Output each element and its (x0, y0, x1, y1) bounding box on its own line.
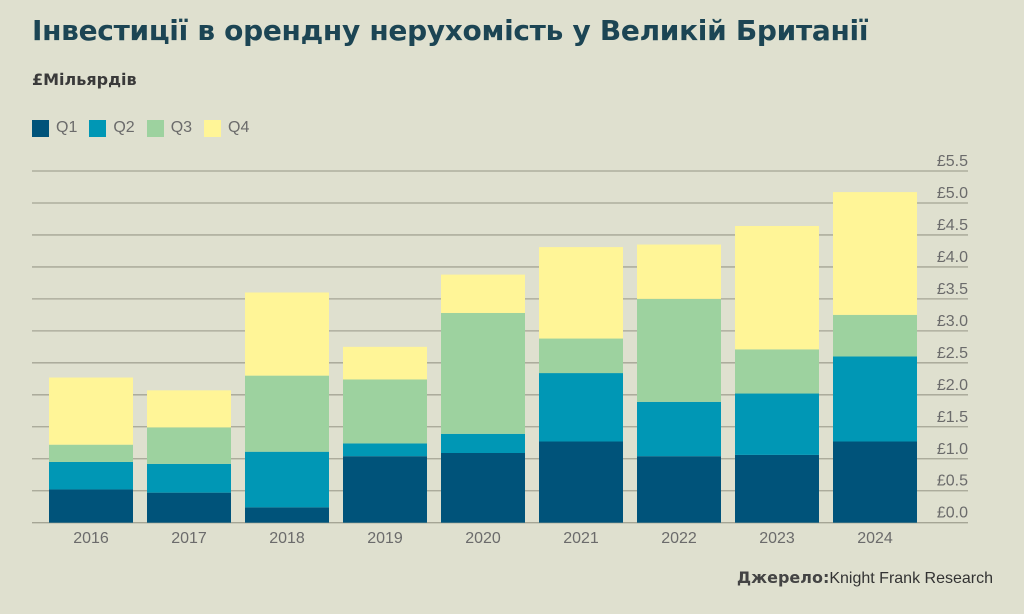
y-tick-label: £3.0 (937, 313, 968, 330)
bar-2022-q3 (637, 298, 721, 402)
x-tick-label: 2018 (269, 530, 305, 547)
x-tick-label: 2019 (367, 530, 403, 547)
bar-2018-q3 (245, 375, 329, 452)
x-tick-label: 2016 (73, 530, 109, 547)
y-tick-label: £5.0 (937, 185, 968, 202)
bar-2022-q1 (637, 456, 721, 523)
bar-2016-q2 (49, 461, 133, 490)
y-tick-label: £0.0 (937, 505, 968, 522)
bar-2024-q4 (833, 192, 917, 315)
bar-2016-q3 (49, 444, 133, 462)
y-tick-label: £0.5 (937, 473, 968, 490)
source-label: Джерело: (736, 568, 830, 587)
bar-2022-q4 (637, 244, 721, 299)
legend-swatch (204, 119, 222, 137)
y-tick-label: £4.0 (937, 249, 968, 266)
source-text: Knight Frank Research (829, 570, 993, 587)
legend-label: Q2 (113, 119, 135, 136)
legend-swatch (89, 119, 107, 137)
legend-item-q1: Q1 (32, 119, 77, 137)
bar-2016-q1 (49, 489, 133, 523)
bar-2017-q1 (147, 492, 231, 523)
bar-2024-q2 (833, 356, 917, 442)
source-note: Джерело:Knight Frank Research (737, 568, 993, 588)
y-axis-unit-label: £Мільярдів (32, 70, 137, 89)
bar-2019-q3 (343, 379, 427, 444)
y-tick-label: £1.0 (937, 441, 968, 458)
bar-2018-q4 (245, 292, 329, 376)
legend-item-q2: Q2 (89, 119, 135, 137)
bar-2020-q1 (441, 452, 525, 523)
bar-2020-q4 (441, 274, 525, 313)
bar-2019-q4 (343, 346, 427, 380)
y-tick-label: £2.0 (937, 377, 968, 394)
bar-2023-q3 (735, 349, 819, 394)
bar-2021-q4 (539, 247, 623, 339)
y-tick-label: £1.5 (937, 409, 968, 426)
x-tick-label: 2020 (465, 530, 501, 547)
bar-2017-q3 (147, 427, 231, 464)
x-tick-label: 2024 (857, 530, 893, 547)
bar-2019-q1 (343, 456, 427, 523)
x-tick-label: 2022 (661, 530, 697, 547)
y-tick-label: £4.5 (937, 217, 968, 234)
bar-2024-q3 (833, 314, 917, 357)
legend-label: Q4 (228, 119, 250, 136)
y-tick-label: £2.5 (937, 345, 968, 362)
bar-2020-q3 (441, 312, 525, 434)
x-tick-label: 2017 (171, 530, 207, 547)
bar-2020-q2 (441, 433, 525, 453)
legend-swatch (32, 119, 49, 137)
bar-2023-q4 (735, 225, 819, 350)
bar-2021-q2 (539, 373, 623, 442)
y-tick-label: £3.5 (937, 281, 968, 298)
bar-2024-q1 (833, 441, 917, 523)
legend-item-q3: Q3 (146, 119, 193, 137)
bar-2023-q2 (735, 393, 819, 455)
bar-2021-q1 (539, 441, 623, 523)
bar-2018-q2 (245, 451, 329, 508)
bar-2019-q2 (343, 443, 427, 457)
bar-2016-q4 (49, 377, 133, 445)
legend-item-q4: Q4 (204, 119, 249, 137)
bar-2022-q2 (637, 401, 721, 457)
bar-2023-q1 (735, 454, 819, 523)
bar-2017-q4 (147, 390, 231, 428)
legend-swatch (146, 119, 164, 137)
x-tick-label: 2021 (563, 530, 599, 547)
bar-2017-q2 (147, 463, 231, 493)
x-tick-label: 2023 (759, 530, 795, 547)
bar-2021-q3 (539, 338, 623, 374)
legend-label: Q1 (56, 119, 78, 136)
legend-label: Q3 (170, 119, 193, 136)
bar-2018-q1 (245, 507, 329, 523)
chart-title: Інвестиції в орендну нерухомість у Велик… (32, 14, 869, 47)
y-tick-label: £5.5 (937, 153, 968, 170)
legend: Q1 Q2 Q3 Q4 (32, 119, 249, 137)
